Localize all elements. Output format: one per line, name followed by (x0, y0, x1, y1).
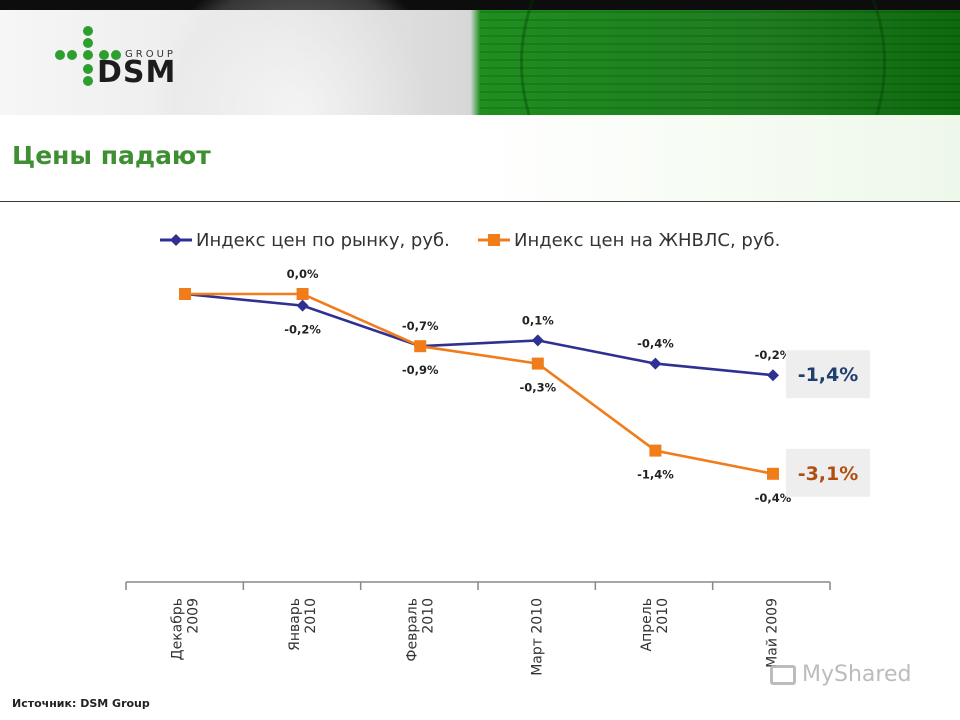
logo-dot-icon (111, 50, 121, 60)
data-point-square (531, 357, 544, 370)
data-point-diamond (296, 299, 309, 312)
data-label: -0,3% (519, 381, 556, 395)
page-title: Цены падают (12, 141, 211, 170)
watermark: MyShared (770, 660, 911, 690)
total-change-box (786, 448, 870, 497)
source-note: Источник: DSM Group (12, 697, 150, 710)
legend-square-marker-icon (488, 234, 500, 246)
logo-dot-icon (83, 64, 93, 74)
data-label: -0,4% (755, 491, 792, 505)
x-tick-label: Апрель2010 (639, 598, 671, 651)
data-point-square (296, 288, 309, 300)
logo-dot-icon (55, 50, 65, 60)
legend-diamond-marker-icon (170, 234, 182, 246)
series-line-zhnvls (185, 292, 774, 476)
data-label: -0,2% (755, 348, 792, 362)
header-top-bar (0, 0, 960, 10)
logo-dot-icon (83, 38, 93, 48)
total-change-value: -3,1% (798, 463, 859, 485)
data-point-square (179, 288, 191, 300)
x-tick-label: Декабрь2009 (170, 598, 202, 660)
data-label: -0,2% (284, 323, 321, 337)
series-line-market (184, 292, 774, 377)
data-label: 0,1% (522, 313, 554, 327)
data-label: 0,0% (287, 267, 319, 281)
header-banner: GROUP DSM (0, 0, 960, 115)
data-point-square (767, 467, 779, 480)
logo-group-text: GROUP (125, 49, 176, 60)
logo-dot-icon (83, 50, 93, 60)
total-change-box (786, 350, 870, 399)
data-label: -0,9% (402, 363, 439, 377)
watermark-text: MyShared (802, 662, 912, 687)
header-stripes (480, 10, 960, 115)
series-lines (184, 292, 774, 476)
data-point-square (414, 340, 427, 353)
total-change-value: -1,4% (798, 364, 859, 386)
x-tick-label: Февраль2010 (404, 598, 436, 662)
dsm-logo: GROUP DSM (55, 26, 195, 96)
logo-wordmark: DSM (97, 55, 177, 90)
legend-label-market: Индекс цен по рынку, руб. (196, 230, 450, 251)
chart-legend: Индекс цен по рынку, руб. Индекс цен на … (160, 230, 780, 251)
series-markers (179, 288, 779, 480)
legend-label-zhnvls: Индекс цен на ЖНВЛС, руб. (514, 230, 780, 251)
logo-dot-icon (83, 26, 93, 36)
title-bar: Цены падают (0, 115, 960, 202)
x-tick-label: Май 2009 (764, 598, 780, 668)
logo-dot-icon (67, 50, 77, 60)
x-tick-label: Январь2010 (287, 598, 319, 651)
logo-dot-icon (99, 50, 109, 60)
data-point-diamond (531, 334, 544, 347)
data-label: -1,4% (637, 468, 674, 482)
x-tick-label: Март 2010 (530, 598, 546, 676)
watch-image-decoration (520, 0, 886, 115)
data-point-square (649, 444, 662, 457)
data-label: -0,4% (637, 337, 674, 351)
x-axis: Декабрь2009 Январь2010 Февраль2010 Март 201… (125, 581, 831, 676)
presentation-icon (770, 665, 796, 685)
total-change-boxes: -1,4% -3,1% (786, 350, 870, 497)
data-point-diamond (649, 357, 662, 370)
logo-dot-icon (83, 76, 93, 86)
data-point-diamond (767, 369, 779, 382)
clock-image-decoration (150, 0, 450, 115)
data-labels: -0,2% -0,7% 0,1% -0,4% -0,2% 0,0% -0,9% -0,3% -1… (284, 267, 792, 505)
data-label: -0,7% (402, 319, 439, 333)
